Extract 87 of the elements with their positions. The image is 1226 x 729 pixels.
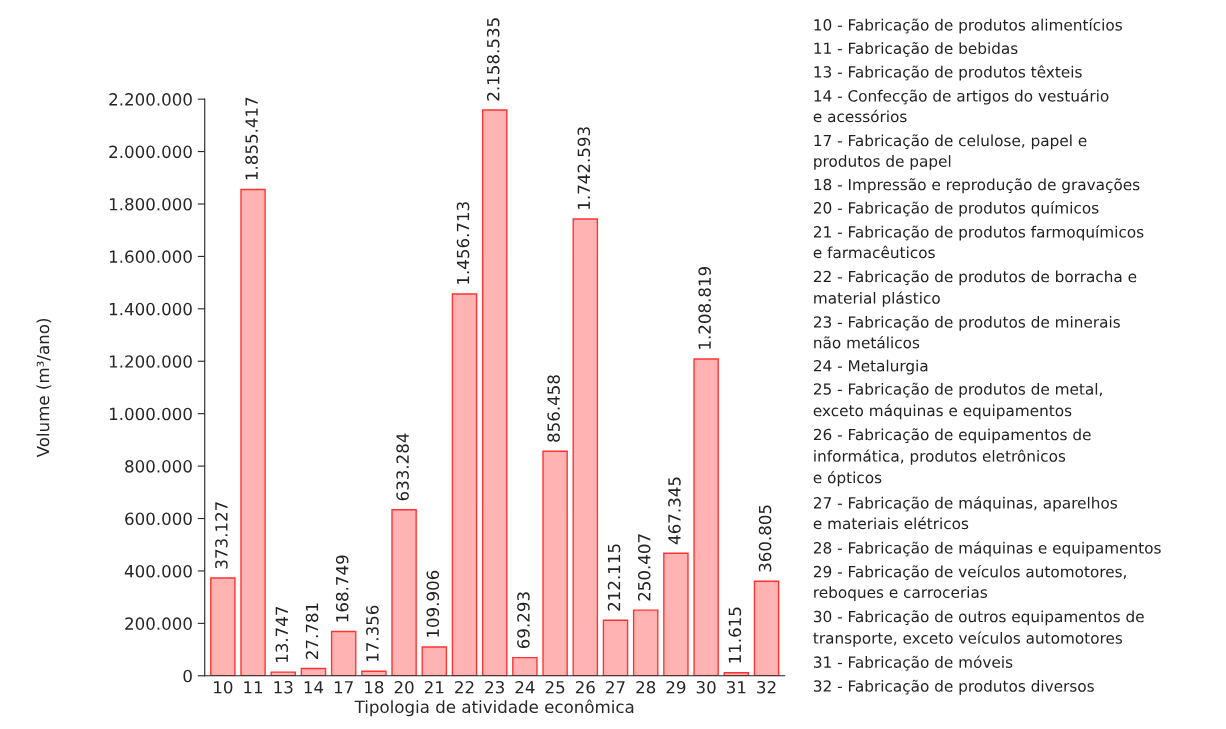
text: 17 - Fabricação de celulose, papel e produtos de papel [814, 134, 1087, 170]
x-tick-label: 18 [365, 680, 384, 694]
x-tick-label: 23 [485, 680, 504, 694]
text: 23 - Fabricação de produtos de minerais não metálicos [813, 315, 1120, 349]
x-tick-label: 10 [214, 680, 233, 694]
x-tick-label: 28 [636, 680, 656, 694]
text: 18 - Impressão e reprodução de gravações [814, 178, 1140, 194]
data-label: 109.906 [426, 570, 440, 637]
text: 32 - Fabricação de produtos diversos [814, 679, 1094, 695]
data-label: 1.456.713 [456, 202, 470, 284]
data-label: 373.127 [215, 502, 228, 569]
x-tick-label: 20 [394, 680, 414, 694]
data-label: 11.615 [728, 607, 742, 663]
data-label: 69.293 [517, 592, 530, 649]
x-tick-label: 14 [304, 681, 324, 694]
x-tick-label: 17 [334, 681, 353, 694]
x-tick-label: 29 [666, 680, 686, 694]
bar [753, 580, 780, 676]
x-tick-label: 25 [545, 680, 565, 694]
y-tick-label: 0 [183, 669, 192, 683]
y-tick-label: 2.000.000 [109, 145, 192, 159]
text: 31 - Fabricação de móveis [814, 655, 1013, 671]
y-tick-label: 800.000 [125, 460, 192, 473]
y-tick-label: 1.600.000 [109, 250, 192, 263]
data-label: 168.749 [335, 555, 349, 622]
text: 21 - Fabricação de produtos farmoquímicos e farmacêuticos [813, 225, 1144, 259]
x-tick-label: 24 [515, 680, 535, 694]
data-label: 1.742.593 [577, 127, 591, 209]
bar [270, 671, 297, 676]
bar [542, 450, 568, 676]
bar [451, 293, 478, 676]
y-tick-label: 1.200.000 [109, 355, 192, 368]
text: 27 - Fabricação de máquinas, aparelhos e materiais elétricos [813, 496, 1117, 530]
data-label: 27.781 [305, 603, 319, 659]
data-label: 250.407 [637, 534, 651, 601]
text: 24 - Metalurgia [813, 359, 928, 375]
data-label: 212.115 [607, 544, 621, 611]
bar [391, 509, 417, 676]
text: 14 - Confecção de artigos do vestuário e acessórios [813, 89, 1109, 123]
bar [693, 358, 719, 676]
y-tick-label: 200.000 [125, 617, 192, 630]
y-tick-label: 2.200.000 [109, 93, 192, 106]
text: 30 - Fabricação de outros equipamentos de transporte, exceto veículos automotores [813, 610, 1144, 647]
bar [210, 577, 236, 676]
data-label: 2.158.535 [486, 18, 500, 101]
data-label: 1.208.819 [698, 266, 711, 349]
x-tick-label: 22 [455, 680, 474, 694]
bar [421, 646, 448, 676]
text: 20 - Fabricação de produtos químicos [813, 201, 1099, 217]
bar [663, 552, 689, 676]
text: 11 - Fabricação de bebidas [814, 41, 1018, 57]
bar [330, 630, 357, 676]
x-tick-label: 31 [726, 680, 746, 694]
bar [572, 218, 599, 676]
bar [602, 619, 629, 676]
x-tick-label: 27 [606, 680, 625, 694]
data-label: 1.855.417 [245, 97, 258, 180]
y-tick-label: 400.000 [124, 564, 192, 578]
text: 13 - Fabricação de produtos têxteis [814, 65, 1082, 81]
x-tick-label: 32 [757, 680, 776, 694]
y-tick-label: 1.400.000 [109, 302, 192, 316]
text: 29 - Fabricação de veículos automotores, reboques e carrocerias [813, 564, 1126, 601]
data-label: 467.345 [668, 477, 681, 545]
x-tick-label: 30 [696, 680, 716, 694]
y-axis-title: Volume (m³/ano) [36, 319, 52, 458]
y-tick-label: 600.000 [125, 512, 192, 526]
data-label: 17.356 [366, 605, 379, 662]
data-label: 633.284 [396, 433, 409, 501]
bar [481, 109, 508, 676]
text: 10 - Fabricação de produtos alimentícios [814, 18, 1122, 34]
y-tick-label: 1.800.000 [109, 197, 192, 211]
data-label: 360.805 [758, 505, 772, 572]
x-tick-label: 11 [244, 681, 263, 694]
text: 28 - Fabricação de máquinas e equipamentos [813, 541, 1161, 557]
text: 22 - Fabricação de produtos de borracha e material plástico [813, 270, 1137, 307]
data-label: 13.747 [275, 606, 289, 663]
text: 25 - Fabricação de produtos de metal, exceto máquinas e equipamentos [813, 382, 1102, 420]
y-tick-label: 1.000.000 [109, 407, 192, 421]
bar [240, 188, 266, 676]
x-axis-title: Tipologia de atividade econômica [354, 699, 634, 717]
data-label: 856.458 [547, 375, 560, 442]
x-tick-label: 21 [424, 680, 444, 694]
x-tick-label: 26 [575, 680, 595, 694]
bar [512, 656, 538, 676]
bar [632, 609, 659, 676]
text: 26 - Fabricação de equipamentos de informática, produtos eletrônicos e ópticos [813, 428, 1091, 487]
x-tick-label: 13 [274, 680, 293, 694]
